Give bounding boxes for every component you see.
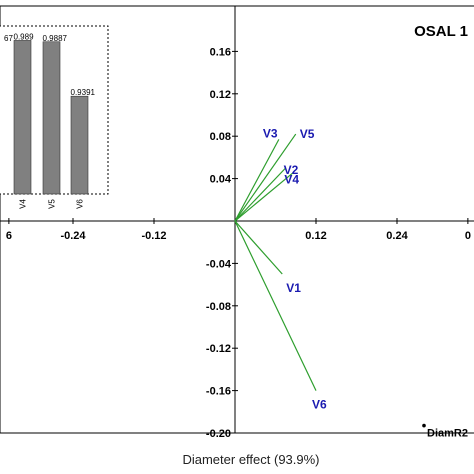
vector-v2 — [234, 167, 287, 222]
y-tick-label: -0.08 — [206, 301, 231, 313]
vector-label-v2: V2 — [284, 163, 299, 177]
inset-bar-chart: 67 0.989 V4 0.9887 V5 0.9391 V6 — [0, 25, 109, 209]
inset-bar-v5 — [42, 41, 61, 195]
vector-v3 — [234, 139, 280, 222]
inset-bars: 0.989 V4 0.9887 V5 0.9391 V6 — [14, 32, 96, 208]
vector-label-v5: V5 — [300, 127, 315, 141]
x-tick-labels: 6 -0.24 -0.12 0.12 0.24 0 — [6, 230, 471, 242]
y-tick-label: 0.16 — [210, 46, 231, 58]
y-tick-label: -0.20 — [206, 428, 231, 440]
vector-label-v6: V6 — [312, 398, 327, 412]
vector-label-v3: V3 — [263, 126, 278, 140]
loading-vectors: V1 V2 V3 V4 V5 V6 — [234, 126, 327, 412]
score-points: DiamR2 — [422, 423, 468, 440]
axes — [0, 6, 474, 434]
point-label: DiamR2 — [427, 428, 468, 440]
vector-label-v4: V4 — [284, 172, 299, 186]
x-tick-label: 0 — [465, 230, 471, 242]
x-tick-label: -0.12 — [141, 230, 166, 242]
chart-title: OSAL 1 — [414, 23, 468, 40]
y-tick-label: 0.08 — [210, 131, 231, 143]
inset-value-label: 0.989 — [14, 32, 35, 41]
y-tick-label: -0.12 — [206, 343, 231, 355]
vector-v4 — [234, 172, 293, 222]
vector-label-v1: V1 — [286, 281, 301, 295]
inset-category-label: V5 — [48, 199, 57, 209]
x-tick-label: -0.24 — [60, 230, 86, 242]
y-tick-labels: 0.16 0.12 0.08 0.04 -0.04 -0.08 -0.12 -0.16 -0.2… — [206, 46, 232, 440]
inset-category-label: V6 — [76, 199, 85, 209]
x-tick-label: 6 — [6, 230, 12, 242]
point-marker — [422, 423, 426, 428]
x-tick-label: 0.24 — [386, 230, 408, 242]
inset-bar-v4 — [13, 40, 32, 195]
inset-bar-v6 — [70, 95, 89, 195]
y-tick-label: 0.12 — [210, 89, 231, 101]
inset-partial-value-label: 67 — [4, 34, 13, 43]
inset-category-label: V4 — [19, 199, 28, 209]
vector-v5 — [234, 133, 297, 222]
y-tick-label: -0.16 — [206, 386, 231, 398]
inset-value-label: 0.9887 — [43, 34, 68, 43]
x-axis-label: Diameter effect (93.9%) — [182, 452, 319, 467]
y-tick-label: -0.04 — [206, 258, 232, 270]
vector-v1 — [234, 220, 283, 275]
x-tick-label: 0.12 — [305, 230, 326, 242]
y-tick-label: 0.04 — [210, 174, 232, 186]
vector-v6 — [234, 220, 317, 391]
inset-value-label: 0.9391 — [71, 88, 96, 97]
